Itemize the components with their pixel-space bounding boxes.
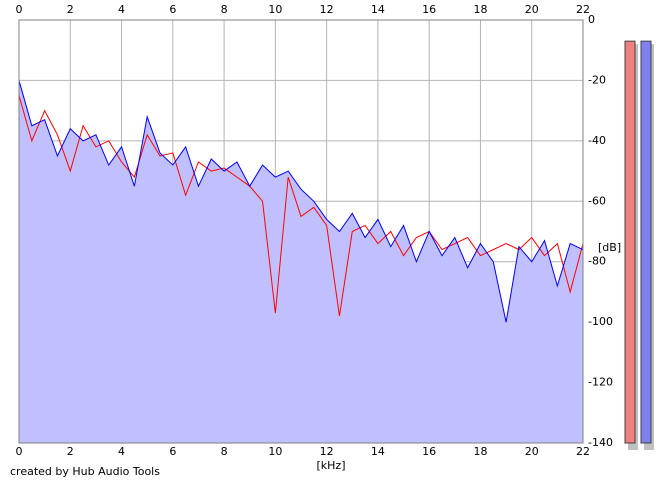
- x-tick-label-top: 10: [268, 3, 282, 16]
- area-fill: [19, 80, 583, 443]
- x-tick-label-bottom: 4: [118, 445, 125, 458]
- y-tick-label: -40: [588, 134, 606, 147]
- x-tick-label-top: 18: [473, 3, 487, 16]
- x-tick-label-bottom: 6: [169, 445, 176, 458]
- x-tick-label-top: 20: [525, 3, 539, 16]
- y-tick-label: -60: [588, 194, 606, 207]
- x-tick-label-bottom: 2: [67, 445, 74, 458]
- series-line: [18, 95, 584, 317]
- x-axis-label: [kHz]: [317, 459, 346, 472]
- x-tick-label-bottom: 12: [320, 445, 334, 458]
- x-tick-label-top: 0: [16, 3, 23, 16]
- x-tick-label-bottom: 10: [268, 445, 282, 458]
- x-tick-label-top: 4: [118, 3, 125, 16]
- y-axis-label: [dB]: [598, 241, 621, 254]
- series-line: [18, 80, 584, 323]
- x-tick-label-bottom: 16: [422, 445, 436, 458]
- y-tick-label: 0: [588, 13, 595, 26]
- y-tick-label: -80: [588, 255, 606, 268]
- x-tick-label-bottom: 0: [16, 445, 23, 458]
- plot-border: [18, 19, 584, 444]
- level-meter: [624, 40, 636, 444]
- x-tick-label-top: 22: [576, 3, 590, 16]
- x-tick-label-top: 12: [320, 3, 334, 16]
- y-tick-label: -20: [588, 73, 606, 86]
- x-tick-label-top: 14: [371, 3, 385, 16]
- x-tick-label-top: 8: [221, 3, 228, 16]
- y-tick-label: -140: [588, 436, 613, 449]
- x-tick-label-top: 6: [169, 3, 176, 16]
- x-tick-label-bottom: 8: [221, 445, 228, 458]
- level-meter: [640, 40, 652, 444]
- x-tick-label-bottom: 22: [576, 445, 590, 458]
- x-tick-label-bottom: 20: [525, 445, 539, 458]
- y-tick-label: -100: [588, 315, 613, 328]
- x-tick-label-bottom: 14: [371, 445, 385, 458]
- y-tick-label: -120: [588, 376, 613, 389]
- x-tick-label-top: 2: [67, 3, 74, 16]
- footer: created by Hub Audio Tools: [10, 465, 160, 478]
- x-tick-label-bottom: 18: [473, 445, 487, 458]
- x-tick-label-top: 16: [422, 3, 436, 16]
